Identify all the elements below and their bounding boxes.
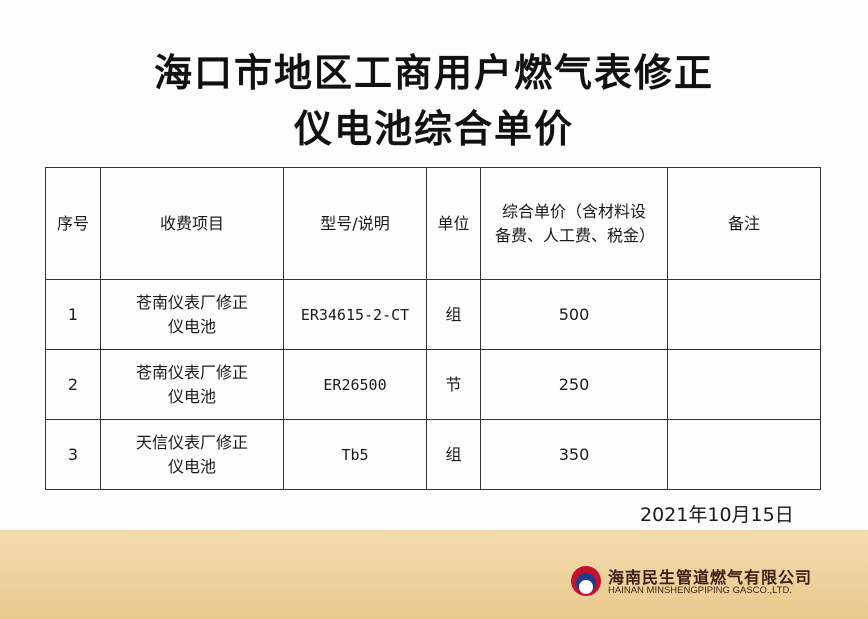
item-line1: 天信仪表厂修正 [135, 432, 248, 452]
item-line2: 仪电池 [167, 456, 216, 476]
page-title-line1: 海口市地区工商用户燃气表修正 [153, 51, 714, 95]
item-line1: 苍南仪表厂修正 [135, 362, 248, 382]
header-price: 综合单价（含材料设备费、人工费、税金） [480, 167, 668, 280]
cell-price: 500 [480, 279, 668, 350]
header-unit: 单位 [426, 167, 481, 280]
cell-model: Tb5 [283, 419, 427, 490]
header-remark: 备注 [667, 167, 821, 280]
item-line2: 仪电池 [167, 316, 216, 336]
page-title-line2: 仪电池综合单价 [293, 107, 574, 151]
cell-remark [667, 279, 821, 350]
price-table: 序号 收费项目 型号/说明 单位 综合单价（含材料设备费、人工费、税金） 备注 … [45, 167, 821, 490]
cell-unit: 组 [426, 279, 481, 350]
cell-no: 3 [45, 419, 101, 490]
issue-date: 2021年10月15日 [640, 504, 794, 526]
table-row: 2 苍南仪表厂修正 仪电池 ER26500 节 250 [45, 349, 821, 420]
cell-unit: 节 [426, 349, 481, 420]
item-line1: 苍南仪表厂修正 [135, 292, 248, 312]
cell-unit: 组 [426, 419, 481, 490]
header-no: 序号 [45, 167, 101, 280]
cell-remark [667, 419, 821, 490]
table-row: 3 天信仪表厂修正 仪电池 Tb5 组 350 [45, 419, 821, 490]
cell-model: ER34615-2-CT [283, 279, 427, 350]
cell-remark [667, 349, 821, 420]
item-line2: 仪电池 [167, 386, 216, 406]
header-model: 型号/说明 [283, 167, 427, 280]
footer-band [0, 530, 868, 619]
cell-item: 天信仪表厂修正 仪电池 [100, 419, 284, 490]
cell-no: 2 [45, 349, 101, 420]
company-name-en: HAINAN MINSHENGPIPING GASCO.,LTD. [608, 585, 793, 596]
cell-price: 250 [480, 349, 668, 420]
cell-item: 苍南仪表厂修正 仪电池 [100, 279, 284, 350]
cell-model: ER26500 [283, 349, 427, 420]
table-header-row: 序号 收费项目 型号/说明 单位 综合单价（含材料设备费、人工费、税金） 备注 [45, 167, 821, 280]
cell-price: 350 [480, 419, 668, 490]
header-item: 收费项目 [100, 167, 284, 280]
table-row: 1 苍南仪表厂修正 仪电池 ER34615-2-CT 组 500 [45, 279, 821, 350]
company-logo-icon [571, 566, 601, 596]
company-name-cn: 海南民生管道燃气有限公司 [608, 568, 813, 587]
cell-no: 1 [45, 279, 101, 350]
cell-item: 苍南仪表厂修正 仪电池 [100, 349, 284, 420]
